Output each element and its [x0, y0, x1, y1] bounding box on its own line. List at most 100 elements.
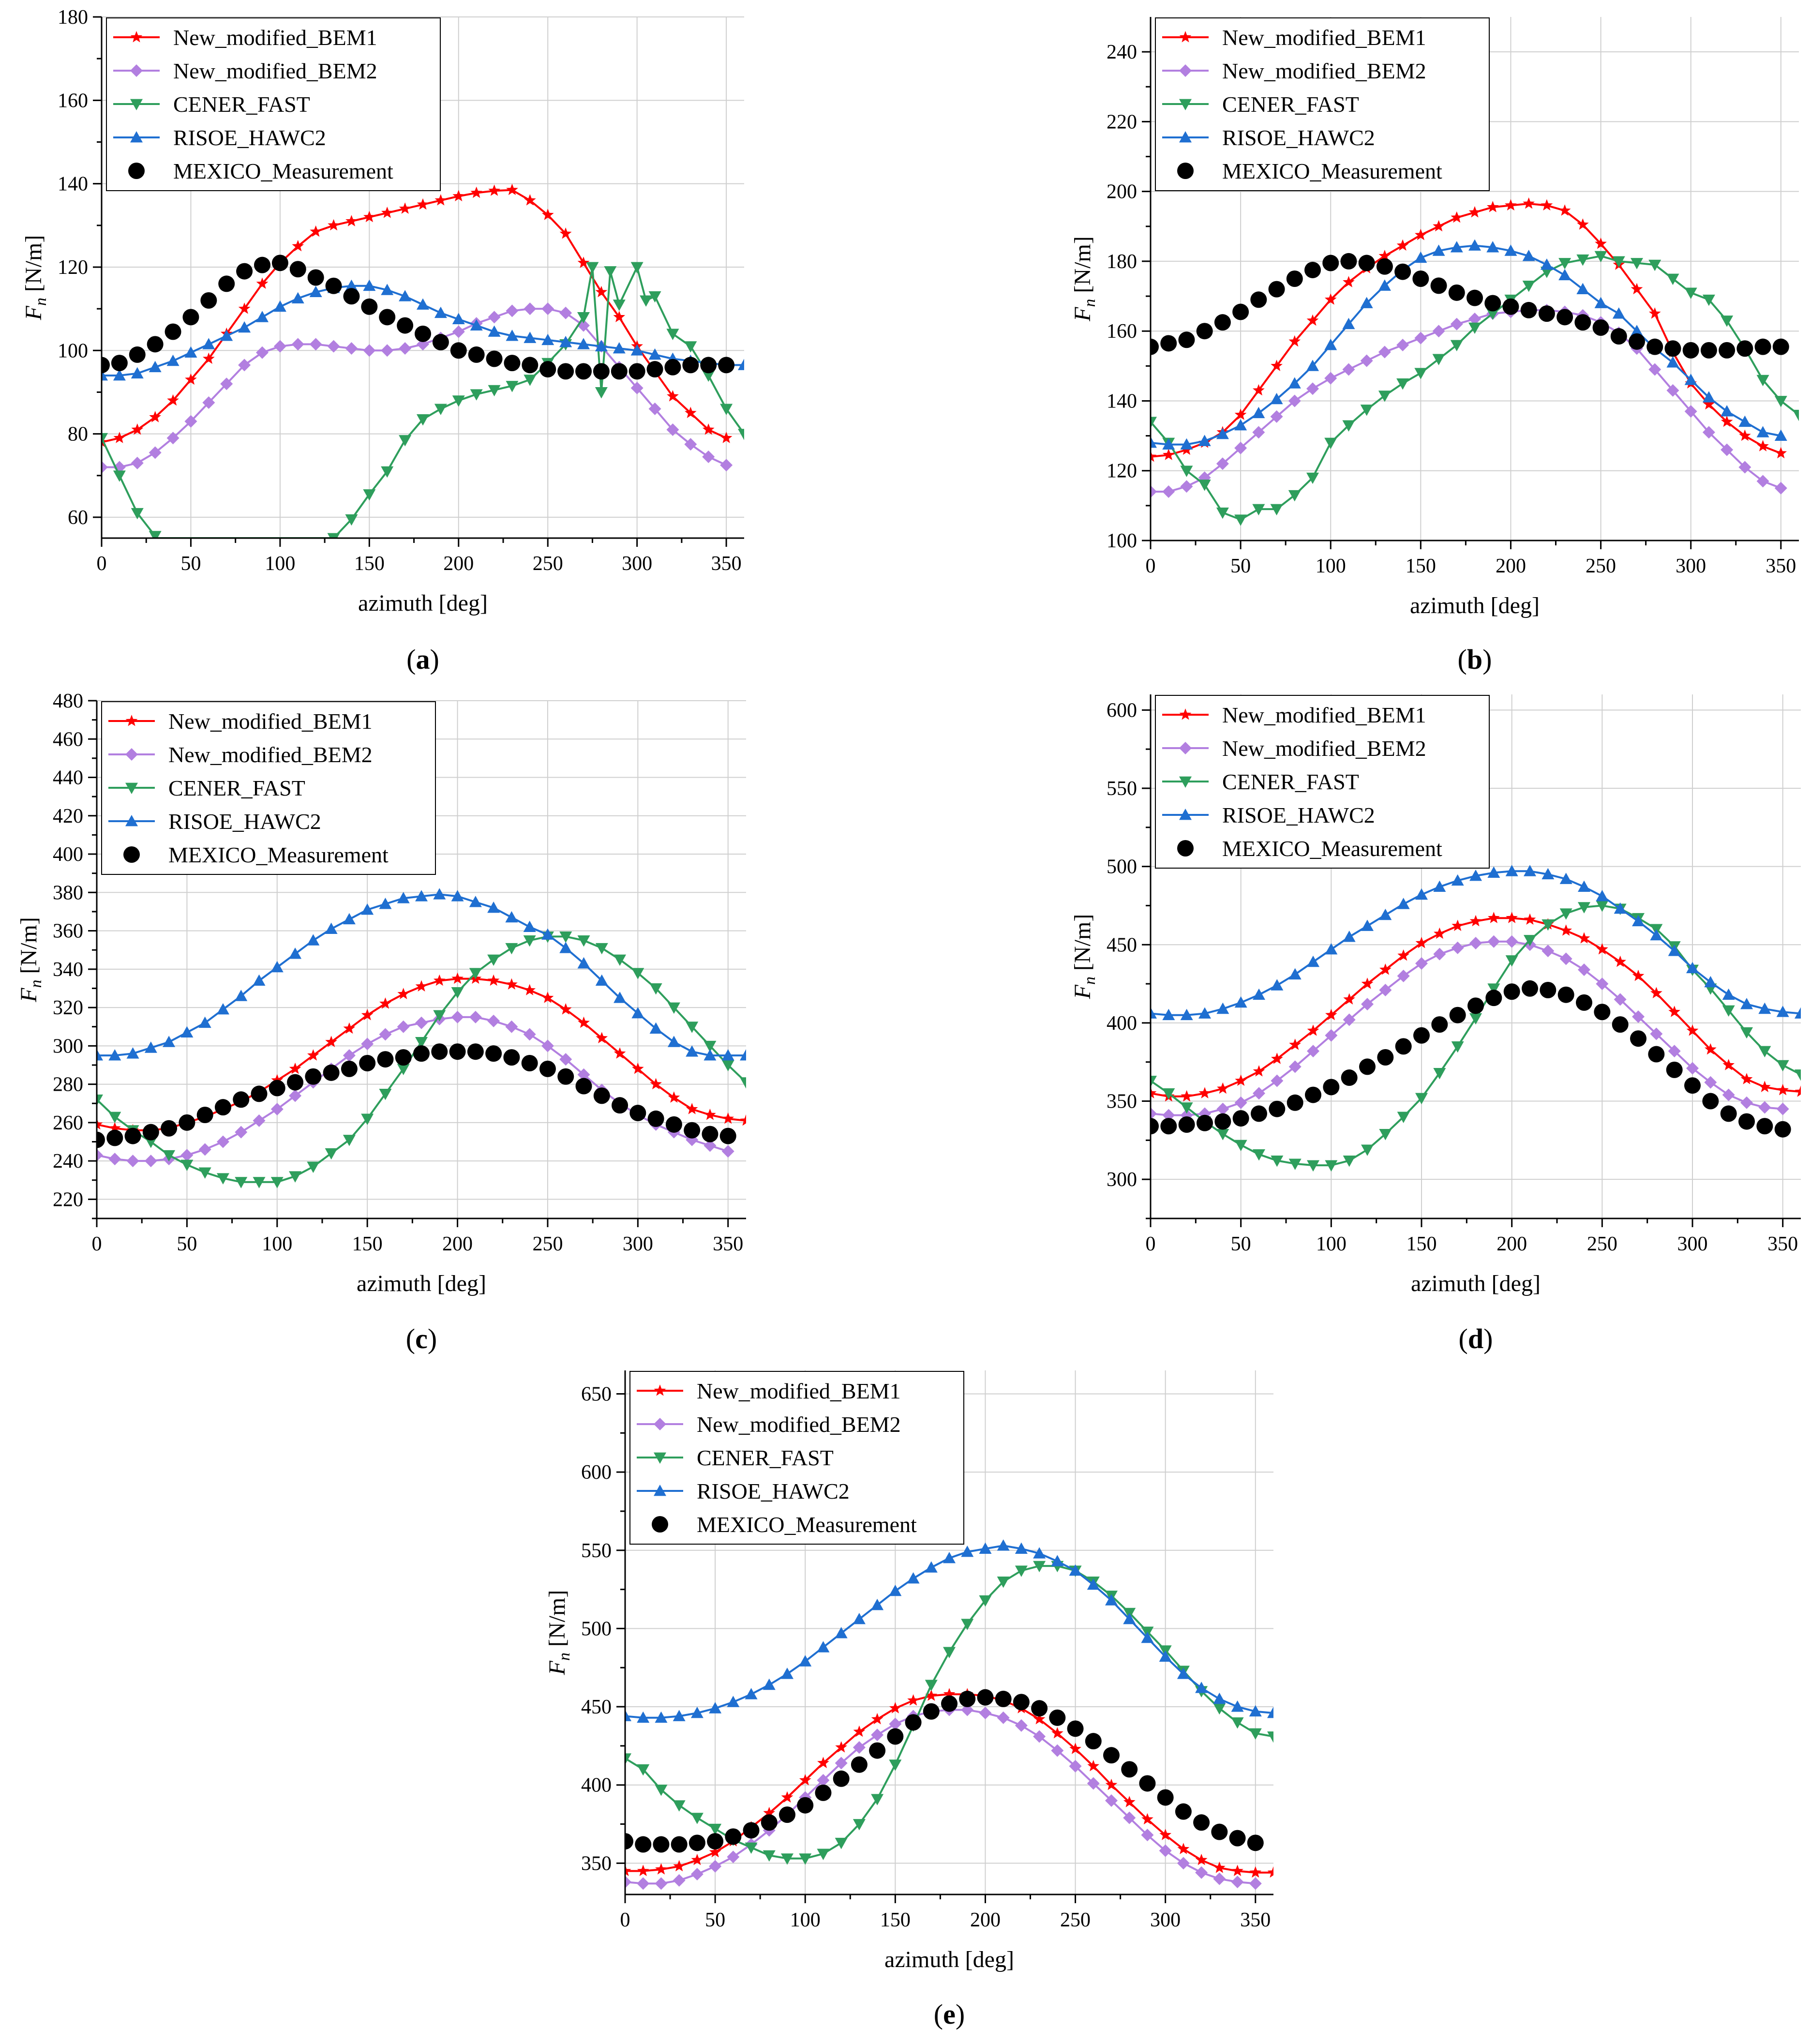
y-tick-label: 240: [1107, 41, 1137, 63]
data-point: [1758, 1101, 1771, 1114]
data-point: [1668, 1045, 1681, 1058]
data-point: [1343, 1013, 1356, 1026]
data-point: [853, 1741, 866, 1754]
data-point: [452, 395, 465, 407]
data-point: [1686, 1024, 1699, 1036]
data-point: [270, 961, 284, 973]
data-point: [1360, 354, 1373, 367]
data-point: [1069, 1743, 1081, 1754]
data-point: [1234, 514, 1247, 526]
data-point: [432, 334, 449, 351]
data-point: [871, 1728, 884, 1742]
data-point: [1379, 963, 1392, 975]
data-point: [235, 1126, 248, 1139]
data-point: [1722, 1005, 1735, 1017]
series-cener-fast: [1151, 251, 1799, 526]
legend-label: CENER_FAST: [1222, 92, 1359, 117]
data-point: [1414, 251, 1427, 263]
data-point: [630, 381, 644, 394]
legend-marker: [654, 1452, 666, 1464]
data-point: [1159, 1844, 1172, 1857]
x-tick-label: 100: [790, 1909, 821, 1931]
data-point: [1151, 1076, 1157, 1087]
data-point: [1252, 504, 1265, 516]
data-point: [254, 256, 270, 273]
data-point: [889, 1702, 901, 1713]
chart-panel-c: 0 50 100 150 200 250 300 350 220 240 260 280 300 320 3…: [16, 690, 746, 1354]
data-point: [200, 292, 217, 309]
data-point: [397, 892, 410, 903]
data-point: [1612, 1016, 1629, 1033]
data-point: [1178, 1116, 1195, 1133]
data-point: [451, 987, 464, 999]
panel-caption: (e): [934, 1999, 965, 2030]
legend-marker: [652, 1516, 668, 1533]
data-point: [363, 344, 376, 357]
data-point: [1449, 1007, 1466, 1023]
data-point: [1103, 1747, 1120, 1764]
data-point: [727, 1696, 740, 1707]
legend-marker: [125, 782, 138, 794]
data-point: [1595, 237, 1607, 249]
data-point: [1123, 1613, 1136, 1624]
legend: New_modified_BEM1 New_modified_BEM2 CENER_…: [106, 17, 441, 191]
data-point: [887, 1728, 904, 1745]
data-point: [703, 1139, 717, 1152]
data-point: [1522, 250, 1535, 261]
data-point: [1596, 901, 1609, 912]
data-point: [1702, 426, 1715, 439]
data-point: [1180, 438, 1193, 450]
data-point: [1378, 346, 1391, 359]
data-point: [995, 1690, 1012, 1707]
data-point: [1682, 342, 1699, 359]
data-point: [434, 306, 447, 318]
panel-caption: (d): [1459, 1323, 1493, 1354]
data-point: [613, 311, 626, 322]
data-point: [1033, 1561, 1046, 1573]
data-point: [1234, 996, 1247, 1008]
data-point: [1412, 271, 1429, 287]
y-tick-label: 600: [1107, 699, 1137, 721]
data-point: [725, 1828, 742, 1845]
y-tick-label: 300: [1107, 1169, 1137, 1191]
legend-marker: [1179, 742, 1192, 754]
data-point: [720, 432, 733, 443]
y-tick-label: 180: [58, 6, 88, 29]
data-point: [1323, 1079, 1340, 1096]
data-point: [684, 341, 697, 353]
data-point: [521, 1055, 538, 1071]
data-point: [1049, 1709, 1066, 1726]
data-point: [665, 1116, 682, 1133]
data-point: [943, 1688, 956, 1699]
data-point: [1213, 1703, 1226, 1715]
chart-panel-d: 0 50 100 150 200 250 300 350 300 350 400 450 500 550 6…: [1070, 694, 1801, 1354]
data-point: [1414, 331, 1427, 345]
data-point: [1719, 342, 1736, 359]
data-point: [1343, 276, 1355, 287]
data-point: [182, 309, 199, 326]
y-tick-label: 80: [68, 423, 88, 446]
data-point: [1249, 1705, 1262, 1717]
data-point: [523, 920, 536, 932]
data-point: [1271, 1074, 1284, 1087]
legend-marker: [128, 163, 145, 179]
data-point: [1396, 239, 1409, 251]
data-point: [1413, 1027, 1430, 1044]
data-point: [761, 1814, 778, 1831]
data-point: [1177, 1857, 1190, 1870]
data-point: [1684, 287, 1697, 299]
y-tick-label: 260: [53, 1112, 83, 1134]
data-point: [1214, 1113, 1231, 1130]
data-point: [397, 317, 414, 334]
data-point: [108, 1153, 121, 1166]
data-point: [595, 286, 608, 298]
data-point: [1306, 472, 1319, 484]
data-point: [559, 336, 572, 347]
data-point: [907, 1572, 920, 1584]
legend-marker: [654, 1485, 666, 1496]
data-point: [1160, 335, 1177, 352]
data-point: [1484, 295, 1501, 312]
data-point: [307, 269, 324, 286]
data-point: [1576, 994, 1592, 1011]
data-point: [1578, 932, 1590, 944]
